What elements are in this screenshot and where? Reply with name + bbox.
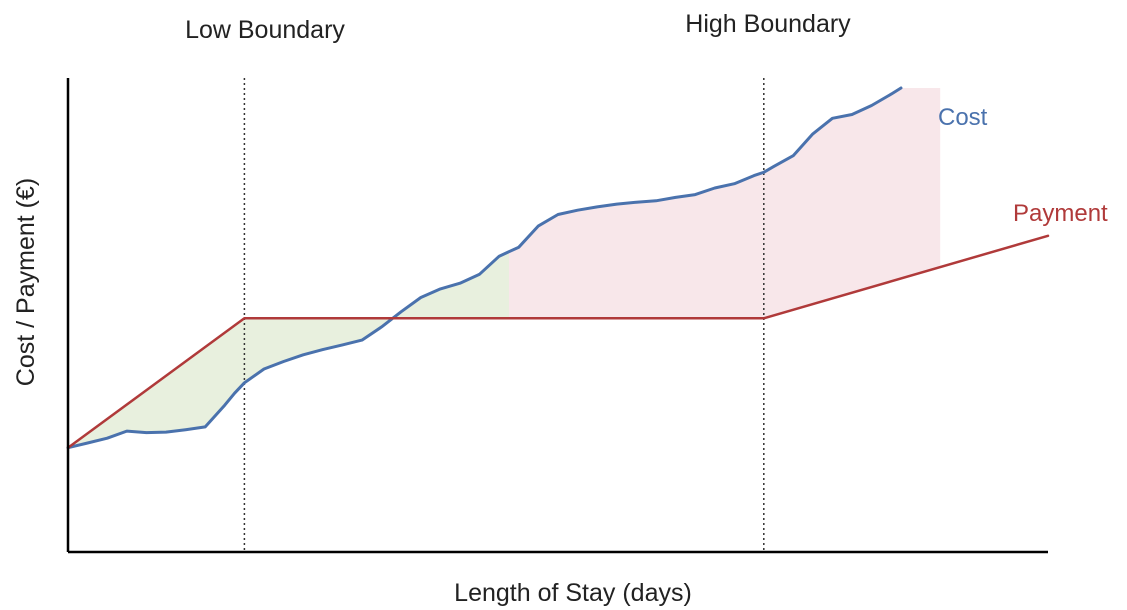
shaded-region-payment-above-cost — [68, 251, 509, 448]
series-label-cost: Cost — [938, 104, 988, 131]
series-label-payment: Payment — [1013, 200, 1108, 227]
boundary-layer — [243, 78, 765, 552]
series-line-payment — [66, 234, 1050, 449]
boundary-label-high: High Boundary — [685, 10, 851, 38]
boundary-label-low: Low Boundary — [185, 16, 345, 44]
x-axis-title: Length of Stay (days) — [454, 579, 692, 607]
y-axis-title: Cost / Payment (€) — [12, 178, 40, 386]
label-layer: Length of Stay (days) Cost / Payment (€)… — [12, 10, 1108, 607]
series-layer — [66, 86, 1050, 450]
shading-layer — [68, 88, 941, 448]
shaded-region-cost-above-payment — [509, 88, 941, 319]
axis-layer — [66, 78, 1048, 554]
series-line-cost — [66, 86, 903, 450]
